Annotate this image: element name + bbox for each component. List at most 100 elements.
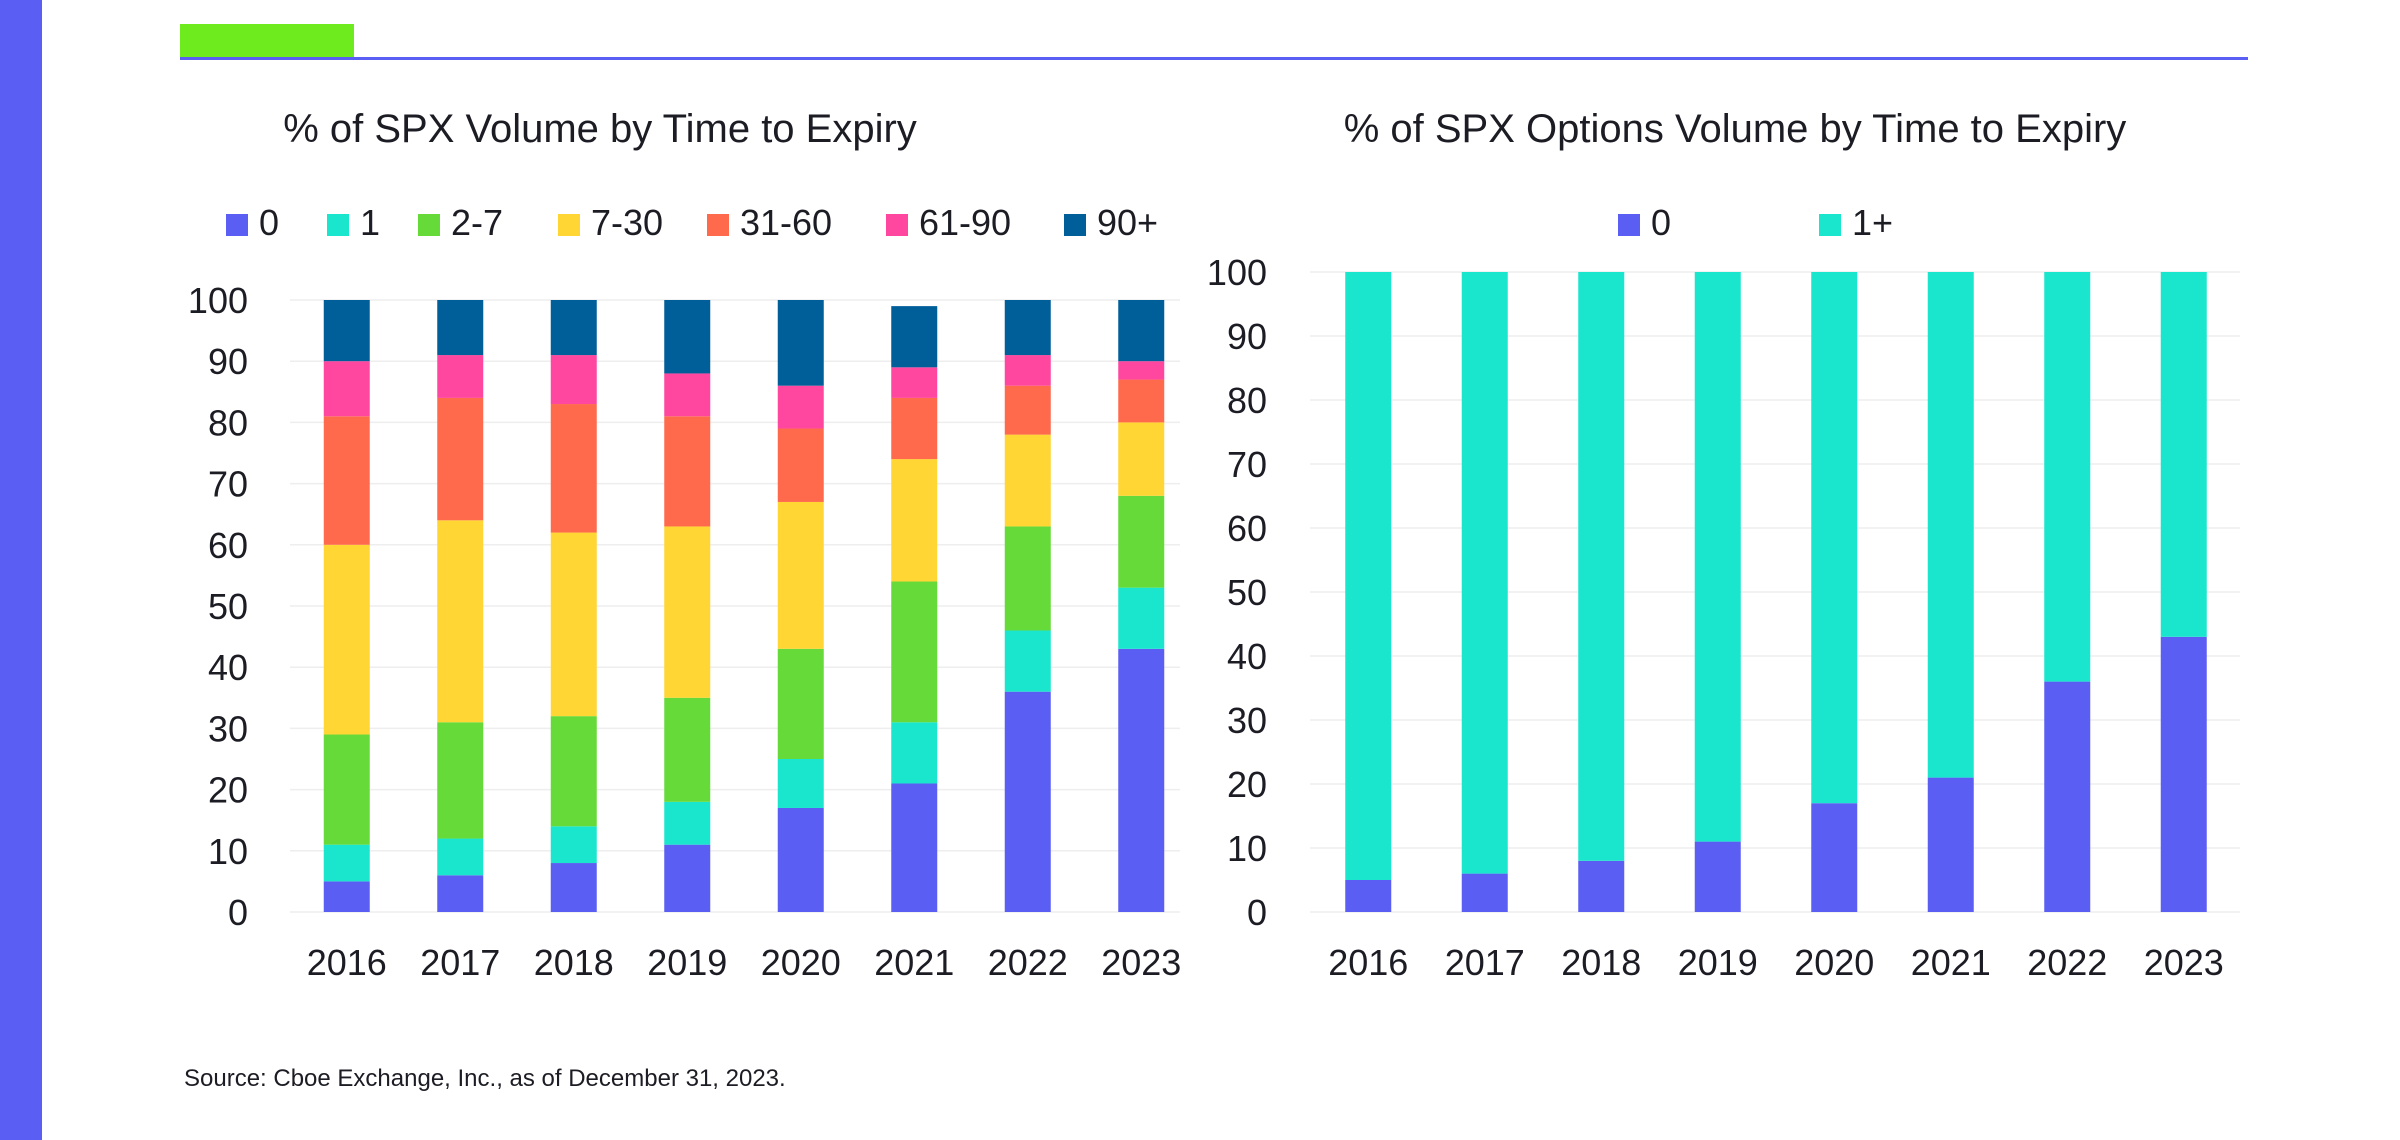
bar-2022-61-90 <box>1004 355 1051 386</box>
bar-2021-1plus <box>1927 272 1974 778</box>
bar-2020-7-30 <box>777 501 824 649</box>
legend-label-1: 1 <box>360 202 380 243</box>
bar-2021-0 <box>1927 777 1974 912</box>
bar-2017-0 <box>437 875 484 912</box>
bar-2017-2-7 <box>437 722 484 839</box>
bar-2018-7-30 <box>550 532 597 717</box>
bar-2016-61-90 <box>323 361 370 417</box>
legend-label-0: 0 <box>1651 202 1671 243</box>
y-tick-label: 50 <box>208 586 248 627</box>
bar-2019-7-30 <box>664 526 711 698</box>
x-tick-label: 2017 <box>420 942 500 983</box>
y-tick-label: 40 <box>1227 636 1267 677</box>
x-tick-label: 2022 <box>988 942 1068 983</box>
brand-side-bar <box>0 0 42 1140</box>
bar-2020-0 <box>1811 803 1858 912</box>
legend-label-7-30: 7-30 <box>591 202 663 243</box>
y-tick-label: 10 <box>1227 828 1267 869</box>
bar-2019-1plus <box>1694 272 1741 842</box>
bar-2021-7-30 <box>891 459 938 582</box>
bar-2017-31-60 <box>437 397 484 521</box>
bar-2023-90plus <box>1118 300 1165 362</box>
y-tick-label: 90 <box>208 341 248 382</box>
legend-swatch-0 <box>1618 214 1640 236</box>
bar-2018-90plus <box>550 300 597 356</box>
bar-2021-1 <box>891 722 938 784</box>
bar-2022-1 <box>1004 630 1051 692</box>
header-rule <box>180 57 2248 60</box>
legend-label-0: 0 <box>259 202 279 243</box>
bar-2018-31-60 <box>550 404 597 533</box>
bar-2023-61-90 <box>1118 361 1165 380</box>
y-tick-label: 50 <box>1227 572 1267 613</box>
chart-title: % of SPX Options Volume by Time to Expir… <box>1344 107 2127 151</box>
chart-title: % of SPX Volume by Time to Expiry <box>283 107 917 151</box>
source-note: Source: Cboe Exchange, Inc., as of Decem… <box>184 1065 786 1092</box>
y-tick-label: 80 <box>1227 380 1267 421</box>
bar-2020-0 <box>777 807 824 912</box>
bar-2019-31-60 <box>664 416 711 527</box>
bar-2016-1plus <box>1345 272 1392 880</box>
y-tick-label: 60 <box>208 525 248 566</box>
bar-2018-1 <box>550 826 597 864</box>
bar-2021-2-7 <box>891 581 938 723</box>
y-tick-label: 30 <box>1227 700 1267 741</box>
legend-swatch-2-7 <box>418 214 440 236</box>
legend-swatch-31-60 <box>707 214 729 236</box>
spx-volume-expiry-chart: % of SPX Volume by Time to Expiry 0 1 2-7 7-… <box>188 107 1181 983</box>
bar-2016-0 <box>323 881 370 912</box>
bar-2018-2-7 <box>550 716 597 827</box>
legend-label-1plus: 1+ <box>1852 202 1893 243</box>
bar-2021-0 <box>891 783 938 912</box>
bar-2017-1 <box>437 838 484 876</box>
legend-label-2-7: 2-7 <box>451 202 503 243</box>
x-tick-label: 2016 <box>307 942 387 983</box>
legend-swatch-61-90 <box>886 214 908 236</box>
bar-2016-0 <box>1345 880 1392 912</box>
x-tick-label: 2023 <box>1101 942 1181 983</box>
bar-2017-7-30 <box>437 520 484 723</box>
bar-2017-1plus <box>1461 272 1508 874</box>
bar-2022-1plus <box>2044 272 2091 682</box>
bar-2020-61-90 <box>777 385 824 429</box>
bar-2023-1plus <box>2160 272 2207 637</box>
bar-2019-1 <box>664 801 711 845</box>
bar-2021-90plus <box>891 306 938 368</box>
bar-2019-0 <box>1694 841 1741 912</box>
bar-2022-7-30 <box>1004 434 1051 527</box>
y-tick-label: 60 <box>1227 508 1267 549</box>
bar-2019-61-90 <box>664 373 711 417</box>
legend-swatch-0 <box>226 214 248 236</box>
y-tick-label: 90 <box>1227 316 1267 357</box>
bar-2022-2-7 <box>1004 526 1051 631</box>
x-tick-label: 2020 <box>761 942 841 983</box>
y-tick-label: 0 <box>1247 892 1267 933</box>
bar-2016-7-30 <box>323 544 370 735</box>
x-tick-label: 2021 <box>1911 942 1991 983</box>
y-tick-label: 100 <box>1207 252 1267 293</box>
bar-2018-1plus <box>1578 272 1625 861</box>
bar-2018-61-90 <box>550 355 597 405</box>
bar-2021-61-90 <box>891 367 938 398</box>
legend-swatch-1plus <box>1819 214 1841 236</box>
x-tick-label: 2016 <box>1328 942 1408 983</box>
bar-2019-2-7 <box>664 697 711 802</box>
legend-swatch-7-30 <box>558 214 580 236</box>
accent-tab <box>180 24 354 58</box>
bar-2022-0 <box>2044 681 2091 912</box>
bar-2018-0 <box>550 863 597 912</box>
bar-2020-31-60 <box>777 428 824 502</box>
bar-2016-31-60 <box>323 416 370 545</box>
bar-2020-90plus <box>777 300 824 386</box>
x-tick-label: 2019 <box>647 942 727 983</box>
bar-2016-1 <box>323 844 370 882</box>
bar-2019-90plus <box>664 300 711 374</box>
bar-2016-2-7 <box>323 734 370 845</box>
bar-2023-0 <box>1118 648 1165 912</box>
bar-2017-0 <box>1461 873 1508 912</box>
y-tick-label: 80 <box>208 402 248 443</box>
bar-2023-2-7 <box>1118 495 1165 588</box>
bar-2018-0 <box>1578 860 1625 912</box>
x-tick-label: 2019 <box>1678 942 1758 983</box>
x-tick-label: 2022 <box>2027 942 2107 983</box>
